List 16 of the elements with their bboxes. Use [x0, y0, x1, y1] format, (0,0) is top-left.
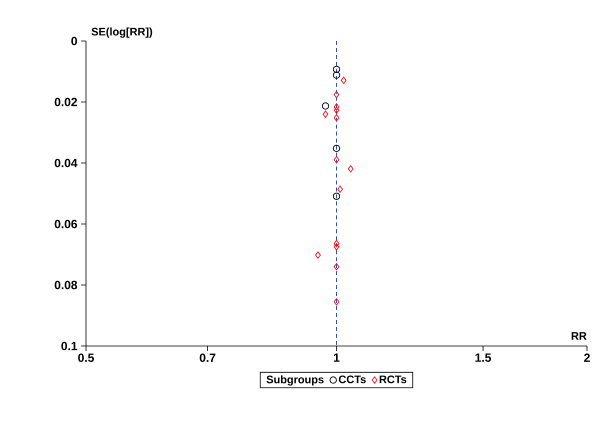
y-tick-label: 0.02: [54, 98, 78, 106]
x-axis-title: RR: [572, 332, 587, 340]
y-tick-label: 0.04: [54, 158, 78, 168]
x-tick-label: 2: [584, 354, 590, 362]
legend-label: RCTs: [380, 375, 406, 384]
x-tick-label: 1.5: [475, 354, 492, 362]
legend-label: CCTs: [338, 375, 366, 384]
y-tick-label: 0.06: [54, 220, 78, 228]
x-tick-label: 0.5: [78, 354, 94, 362]
y-tick-label: 0.1: [61, 342, 78, 350]
legend-title: Subgroups: [266, 375, 324, 386]
x-tick-label: 0.7: [200, 354, 216, 362]
y-tick-label: 0.08: [54, 280, 78, 290]
y-tick-label: 0: [71, 36, 78, 46]
y-axis-title: SE(log[RR]): [92, 27, 152, 38]
x-tick-label: 1: [334, 354, 340, 362]
